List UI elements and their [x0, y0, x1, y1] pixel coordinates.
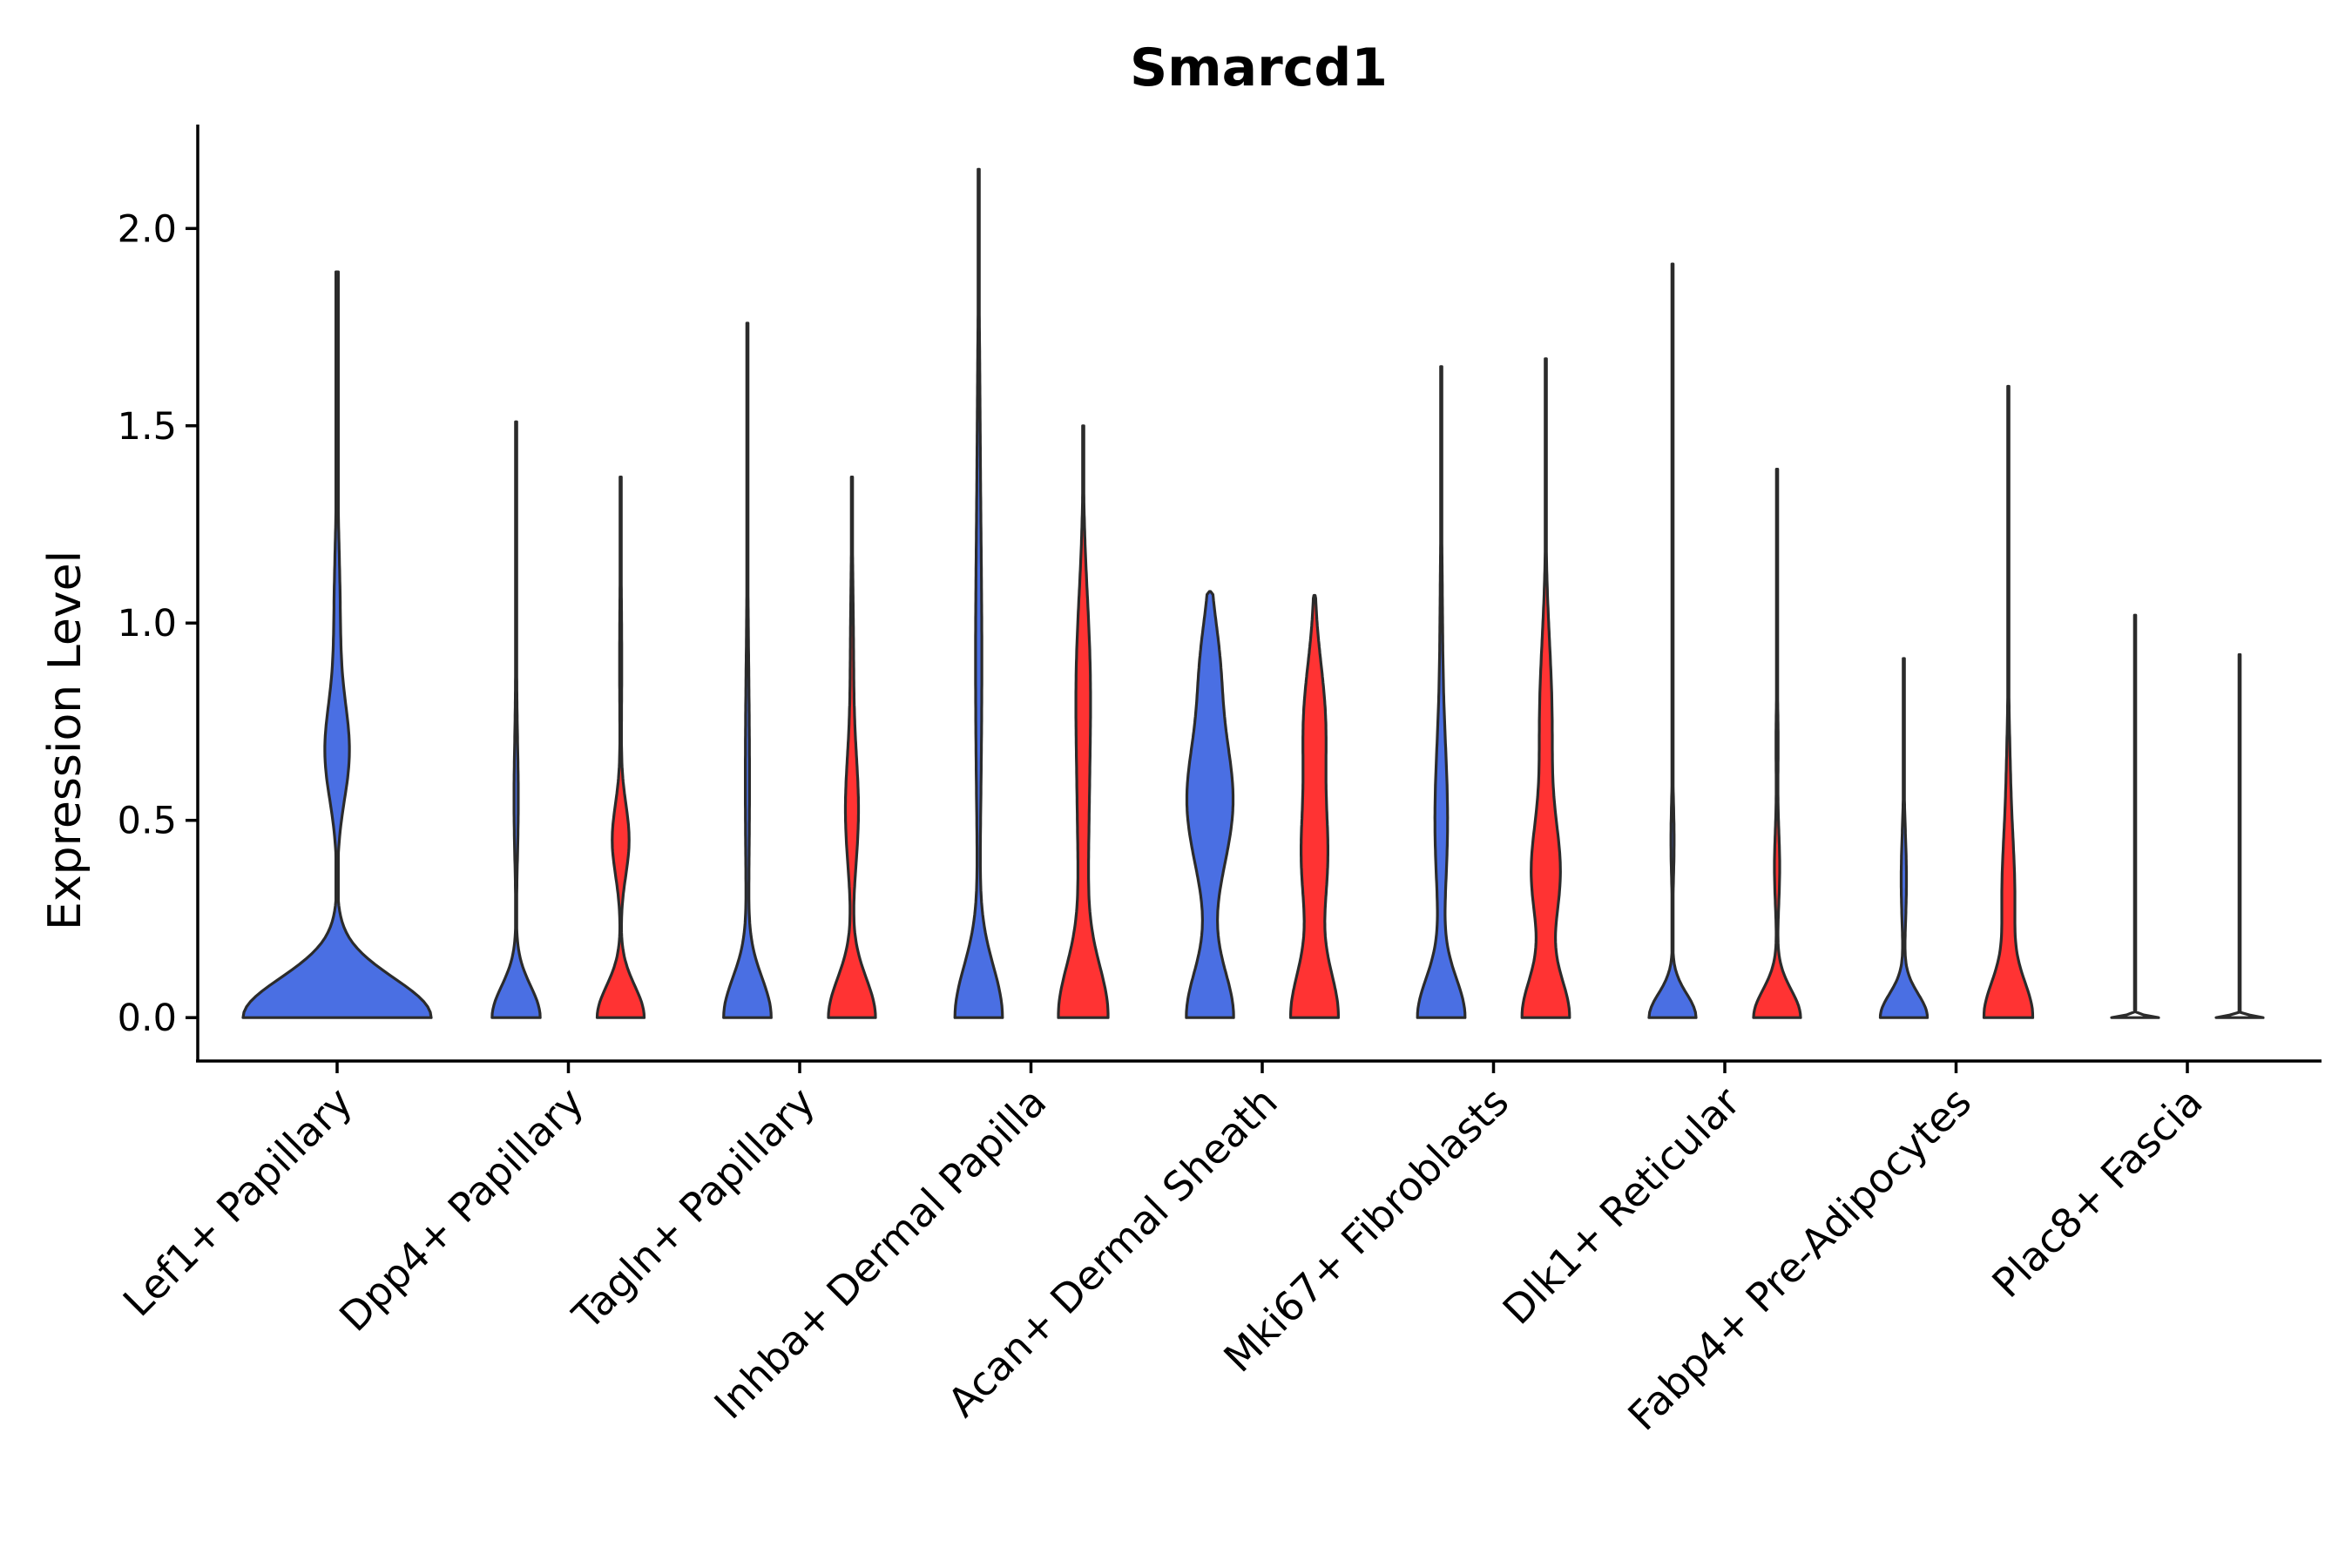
violin-9-2	[2214, 652, 2265, 1019]
violin-3-1	[722, 321, 773, 1019]
violin-2-1	[490, 420, 542, 1019]
y-axis-label: Expression Level	[39, 551, 91, 930]
x-tick-label: Tagln+ Papillary	[563, 1078, 824, 1340]
violin-9-1	[2110, 613, 2160, 1019]
violin-2-2	[595, 476, 646, 1019]
violin-1-1	[241, 270, 433, 1019]
y-tick-label: 1.5	[118, 405, 177, 449]
violin-7-1	[1647, 262, 1698, 1019]
chart-title: Smarcd1	[1130, 37, 1388, 98]
y-tick-label: 1.0	[118, 602, 177, 645]
violin-8-1	[1878, 657, 1930, 1019]
violin-5-2	[1289, 593, 1340, 1019]
y-tick-label: 2.0	[118, 207, 177, 251]
violin-4-2	[1057, 424, 1110, 1019]
violin-4-1	[953, 167, 1004, 1019]
x-tick-label: Plac8+ Fascia	[1983, 1078, 2211, 1307]
violin-6-2	[1520, 357, 1571, 1019]
violin-6-1	[1416, 365, 1467, 1019]
x-tick-label: Lef1+ Papillary	[114, 1078, 362, 1326]
violin-8-2	[1982, 384, 2035, 1019]
x-tick-label: Dlk1+ Reticular	[1494, 1078, 1749, 1334]
violin-5-1	[1185, 590, 1235, 1019]
violin-group	[241, 167, 2265, 1019]
y-tick-label: 0.0	[118, 997, 177, 1040]
y-tick-label: 0.5	[118, 800, 177, 843]
x-tick-label: Dpp4+ Papillary	[330, 1078, 592, 1341]
violin-3-2	[827, 476, 877, 1019]
violin-7-2	[1752, 468, 1802, 1019]
